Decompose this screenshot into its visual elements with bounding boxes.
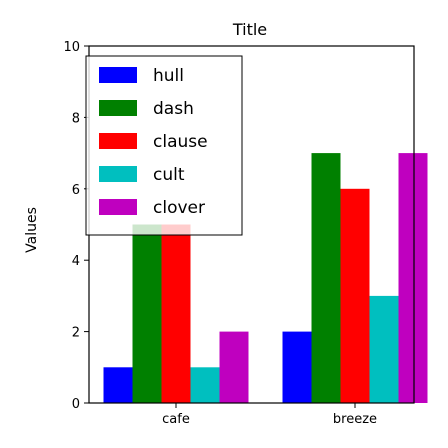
y-tick-label: 2 [72,326,80,341]
bar-cult-breeze [369,295,399,403]
bar-clause-cafe [161,224,191,403]
chart-title: Title [232,20,267,39]
y-axis-title: Values [24,207,40,253]
legend-swatch-clause [99,133,137,149]
x-axis-ticks: cafe breeze [162,403,377,427]
x-tick-label-cafe: cafe [162,412,190,427]
legend-label-dash: dash [153,99,194,119]
bar-clover-breeze [398,153,428,403]
legend-swatch-hull [99,67,137,83]
legend-swatch-cult [99,166,137,182]
legend-label-clover: clover [153,198,205,218]
legend: hull dash clause cult clover [85,55,243,236]
legend-label-clause: clause [153,132,208,152]
y-tick-label: 6 [72,183,80,198]
bar-clause-breeze [340,188,370,403]
y-tick-label: 0 [72,397,80,412]
bars-group [103,153,428,403]
bar-dash-cafe [132,224,162,403]
legend-swatch-dash [99,100,137,116]
legend-swatch-clover [99,199,137,215]
y-tick-label: 10 [63,40,80,55]
y-tick-label: 4 [72,254,80,269]
bar-clover-cafe [219,331,249,403]
legend-label-cult: cult [153,165,185,185]
y-tick-label: 8 [72,111,80,126]
bar-cult-cafe [190,367,220,403]
legend-label-hull: hull [153,66,184,86]
bar-dash-breeze [311,153,341,403]
bar-hull-cafe [103,367,133,403]
x-tick-label-breeze: breeze [333,412,377,427]
y-axis-ticks: 0 2 4 6 8 10 [63,40,89,412]
bar-hull-breeze [282,331,312,403]
